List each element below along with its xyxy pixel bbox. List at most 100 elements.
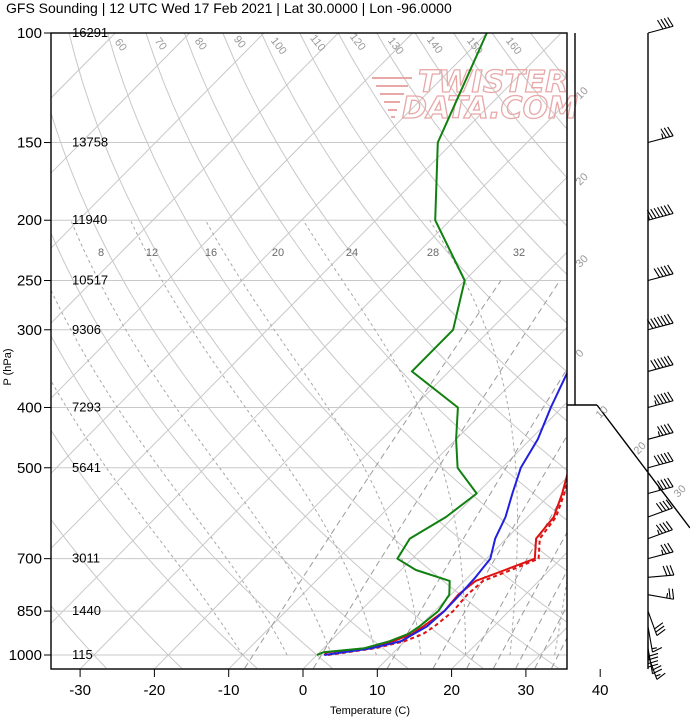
wind-barb (647, 610, 666, 636)
wind-barb-half-flag (666, 593, 669, 599)
wind-barb (647, 542, 674, 560)
wind-barb-half-flag (647, 214, 650, 220)
dry-adiabat-line (453, 33, 567, 179)
wind-barb-flag (663, 543, 671, 554)
wind-barb-half-flag (657, 529, 660, 535)
wind-barb-half-flag (657, 485, 661, 491)
mixing-ratio-label: 12 (146, 247, 158, 259)
isotherm-line (80, 176, 567, 669)
wind-barb (647, 423, 674, 440)
wind-barb-flag (652, 668, 663, 675)
wind-barb-flag (660, 544, 667, 555)
wind-barb-flag (667, 477, 674, 488)
temperature-axis: -30 -20 -10 0 10 20 30 40 (69, 669, 609, 699)
wind-barb-flag (647, 656, 659, 661)
isotherm-line (303, 401, 567, 669)
wind-barb-flag (667, 391, 674, 402)
wind-barb-flag (667, 204, 674, 214)
wind-barb-flag (650, 318, 657, 328)
isotherm-line (51, 33, 265, 249)
dry-adiabat-line (107, 33, 567, 623)
moist-adiabat-line (429, 219, 518, 656)
wind-barb-flag (656, 672, 666, 680)
wind-barb-flag (667, 423, 674, 433)
wind-barb-flag (667, 126, 674, 137)
mixing-ratio-label: 8 (98, 247, 104, 259)
pressure-tick-label: 500 (17, 460, 42, 477)
wind-barb-flag (660, 453, 667, 464)
wind-barb-flag (660, 479, 667, 489)
moist-adiabat-line (70, 220, 333, 656)
virtual-temperature-line (327, 478, 567, 656)
dewpoint-line (316, 33, 488, 656)
wind-barb-half-flag (655, 673, 661, 677)
pressure-tick-label: 300 (17, 322, 42, 339)
wind-barb-flag (657, 454, 664, 465)
hodograph-ring-label: 30 (672, 483, 689, 500)
dry-adiabat-line (260, 33, 567, 422)
wind-barb-flag (653, 268, 661, 278)
isotherm-label: 90 (231, 34, 248, 51)
wind-barb-flag (650, 208, 657, 219)
isotherm-line (51, 33, 488, 474)
wind-barb-flag (657, 316, 664, 327)
wind-barb-flag (657, 358, 664, 368)
wind-barb (647, 355, 674, 372)
pressure-tick-label: 1000 (9, 647, 42, 664)
isotherm-label: 120 (347, 31, 368, 53)
temperature-tick-label: -30 (69, 682, 91, 699)
temperature-tick-label: 20 (443, 682, 460, 699)
dry-adiabat-line (569, 33, 690, 668)
mixing-ratio-line (312, 280, 561, 669)
mixing-ratio-line (515, 570, 567, 669)
wind-barb-flag (660, 315, 667, 326)
parcel-line (324, 370, 567, 656)
mixing-ratio-line (386, 368, 567, 669)
wind-barb-flag (665, 521, 673, 531)
wind-barb-flag (646, 319, 654, 329)
background-lines (51, 33, 690, 669)
wind-barb-flag (657, 207, 664, 217)
wind-barb-flag (651, 665, 662, 671)
wind-barb-flag (668, 588, 671, 599)
wind-barb-flag (653, 395, 661, 405)
hodograph-ring-label: 30 (574, 253, 591, 270)
wind-barb (647, 391, 674, 409)
x-axis-label: Temperature (C) (330, 705, 410, 717)
wind-barb-half-flag (657, 431, 661, 437)
wind-barb-flag (663, 452, 671, 463)
wind-barb-flag (652, 646, 663, 653)
wind-barb-flag (667, 451, 674, 462)
isotherm-line (377, 476, 567, 669)
plot-frame (50, 32, 568, 670)
wind-barb-flag (650, 360, 657, 370)
mixing-ratio-label: 20 (272, 247, 284, 259)
wind-barb-shaft (647, 529, 673, 540)
wind-barb-flag (663, 478, 671, 488)
dry-adiabat-line (299, 33, 567, 373)
wind-barb-shaft (647, 626, 654, 653)
isotherm-line (51, 101, 567, 625)
wind-barb-shaft (647, 25, 674, 34)
wind-barb-flag (663, 356, 671, 366)
pressure-tick-label: 700 (17, 551, 42, 568)
wind-barb-shaft (647, 273, 674, 282)
wind-barb-half-flag (661, 133, 664, 139)
wind-barb-shaft (647, 610, 658, 636)
dry-adiabat-line (491, 33, 567, 130)
wind-barb-flag (662, 500, 670, 510)
temperature-tick-label: 30 (518, 682, 535, 699)
wind-barb-flag (663, 205, 671, 215)
wind-barb-flag (656, 628, 666, 636)
wind-barb (647, 264, 674, 282)
wind-barb-shaft (647, 507, 673, 518)
wind-barb-shaft (647, 322, 674, 331)
y-axis-label: P (hPa) (2, 348, 14, 385)
height-label: 16291 (72, 25, 108, 40)
dry-adiabat-line (684, 33, 690, 668)
wind-barb-flag (657, 426, 664, 436)
wind-barb-half-flag (651, 647, 657, 650)
wind-barb-flag (669, 565, 675, 576)
mixing-ratio-line (244, 280, 502, 669)
